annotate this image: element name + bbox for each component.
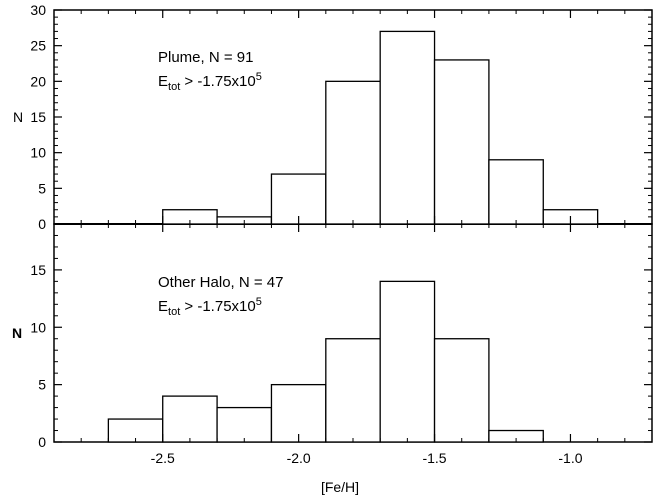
bottom-histogram-bar (379, 280, 436, 443)
x-tick-label: -1.0 (558, 450, 582, 466)
top-y-tick-label: 25 (30, 38, 46, 54)
top-histogram-bar (433, 59, 490, 225)
top-y-tick-label: 20 (30, 73, 46, 89)
top-annotation: Plume, N = 91 Etot > -1.75x105 (158, 49, 262, 93)
bottom-annotation-line2: Etot > -1.75x105 (158, 296, 262, 318)
x-tick-label: -2.5 (151, 450, 175, 466)
bottom-histogram-bar (325, 338, 381, 443)
bottom-y-tick-label: 10 (30, 319, 46, 335)
bottom-y-tick-label: 5 (38, 377, 46, 393)
top-y-axis-label: N (13, 109, 23, 125)
top-y-tick-label: 10 (30, 145, 46, 161)
top-histogram-bar (325, 80, 381, 225)
top-y-tick-label: 15 (30, 109, 46, 125)
bottom-y-tick-label: 0 (38, 434, 46, 450)
top-y-tick-label: 5 (38, 180, 46, 196)
x-axis-label: [Fe/H] (321, 479, 359, 495)
bottom-histogram-bar (162, 395, 218, 443)
bottom-annotation: Other Halo, N = 47 Etot > -1.75x105 (158, 274, 283, 318)
top-panel-bars (162, 30, 599, 225)
top-annotation-line2: Etot > -1.75x105 (158, 71, 262, 93)
bottom-panel-bars (107, 280, 544, 443)
bottom-annotation-line1: Other Halo, N = 47 (158, 274, 283, 291)
x-tick-label: -1.5 (422, 450, 446, 466)
bottom-panel-axes: 0 5 10 15 -2.5 -2.0 -1.5 -1.0 (30, 223, 653, 466)
top-panel-axes: 0 5 10 15 20 25 30 (30, 2, 653, 232)
top-y-tick-label: 0 (38, 216, 46, 232)
top-histogram-bar (488, 159, 544, 225)
x-tick-label: -2.0 (287, 450, 311, 466)
bottom-y-axis-label: N (12, 325, 22, 341)
top-annotation-line1: Plume, N = 91 (158, 49, 253, 66)
top-histogram-bar (379, 30, 436, 225)
bottom-histogram-bar (433, 338, 490, 443)
top-y-tick-label: 30 (30, 2, 46, 18)
bottom-y-tick-label: 15 (30, 262, 46, 278)
bottom-histogram-bar (270, 383, 327, 443)
bottom-histogram-bar (216, 406, 273, 443)
